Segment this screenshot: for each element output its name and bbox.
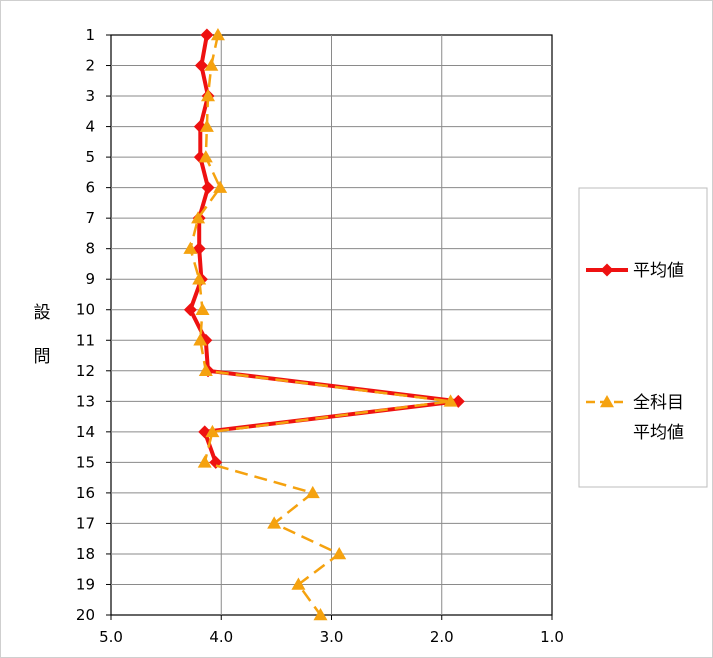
y-tick-label: 7 xyxy=(85,209,95,227)
legend-label: 平均値 xyxy=(633,423,684,443)
marker-triangle xyxy=(192,272,207,285)
y-tick-label: 9 xyxy=(85,270,95,288)
y-tick-label: 20 xyxy=(76,606,95,624)
series-2 xyxy=(183,28,458,621)
marker-triangle xyxy=(210,28,225,41)
marker-triangle xyxy=(198,150,213,163)
marker-triangle xyxy=(204,58,219,71)
grid-lines xyxy=(106,34,553,620)
y-tick-label: 13 xyxy=(76,392,95,410)
y-tick-label: 2 xyxy=(85,57,95,75)
y-tick-label: 18 xyxy=(76,545,95,563)
x-tick-label: 5.0 xyxy=(99,628,123,646)
marker-diamond xyxy=(183,303,197,317)
y-tick-label: 15 xyxy=(76,453,95,471)
legend-label: 平均値 xyxy=(633,261,684,281)
marker-triangle xyxy=(193,333,208,346)
marker-triangle xyxy=(183,241,198,254)
x-tick-label: 2.0 xyxy=(430,628,454,646)
y-tick-label: 6 xyxy=(85,179,95,197)
marker-diamond xyxy=(200,28,214,42)
marker-triangle xyxy=(267,516,282,529)
y-tick-label: 10 xyxy=(76,301,95,319)
marker-triangle xyxy=(198,363,213,377)
marker-triangle xyxy=(191,211,206,224)
marker-triangle xyxy=(205,424,220,438)
y-axis-title: 設問 xyxy=(34,303,51,367)
y-tick-label: 17 xyxy=(76,514,95,532)
y-tick-label: 8 xyxy=(85,240,95,258)
series-layer xyxy=(183,28,465,621)
legend-entry: 平均値 xyxy=(586,261,684,281)
series-line xyxy=(189,34,452,616)
marker-diamond xyxy=(201,181,215,195)
y-tick-label: 5 xyxy=(85,148,95,166)
marker-triangle xyxy=(332,546,347,560)
y-tick-label: 3 xyxy=(85,87,95,105)
x-tick-label: 3.0 xyxy=(320,628,344,646)
marker-triangle xyxy=(443,394,458,407)
marker-triangle xyxy=(197,455,212,468)
y-tick-label: 4 xyxy=(85,118,95,136)
marker-diamond xyxy=(194,59,208,73)
marker-triangle xyxy=(313,608,328,621)
legend-box xyxy=(578,187,708,488)
marker-triangle xyxy=(195,302,210,315)
x-tick-label: 4.0 xyxy=(209,628,233,646)
y-tick-label: 14 xyxy=(76,423,95,441)
marker-triangle xyxy=(291,577,306,590)
marker-triangle xyxy=(199,119,214,132)
marker-triangle xyxy=(600,395,614,408)
marker-diamond xyxy=(600,263,614,277)
marker-triangle xyxy=(305,485,320,499)
marker-triangle xyxy=(201,89,216,102)
y-tick-label: 19 xyxy=(76,575,95,593)
y-axis-title-char: 問 xyxy=(34,347,51,367)
y-tick-label: 1 xyxy=(85,26,95,44)
y-tick-label: 12 xyxy=(76,362,95,380)
y-tick-label: 11 xyxy=(76,331,95,349)
x-axis-tick-labels: 5.0 4.0 3.0 2.0 1.0 xyxy=(99,628,564,646)
y-tick-label: 16 xyxy=(76,484,95,502)
legend-label: 全科目 xyxy=(633,393,684,413)
x-tick-label: 1.0 xyxy=(540,628,564,646)
marker-triangle xyxy=(213,180,228,193)
y-axis-title-char: 設 xyxy=(34,303,51,323)
